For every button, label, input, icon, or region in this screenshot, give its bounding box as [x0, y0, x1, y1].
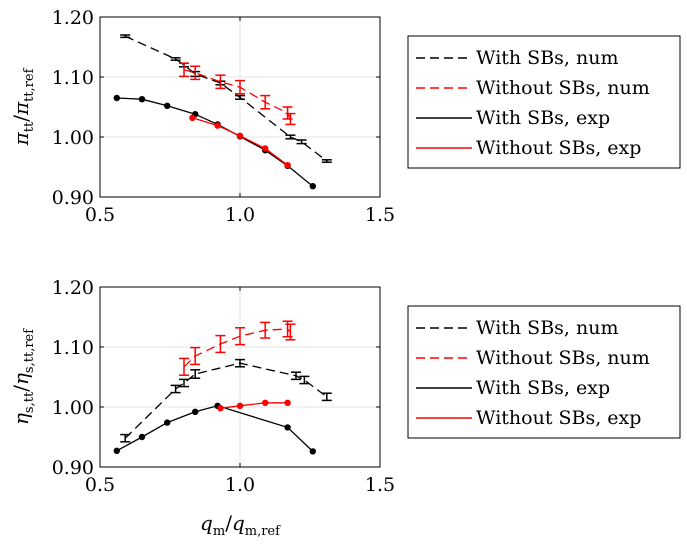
data-point-with-sbs-exp	[113, 447, 121, 454]
series-line-with-sbs-num	[124, 362, 328, 439]
error-bar-without-sbs-num	[260, 321, 271, 339]
x-tick-label: 1.5	[365, 204, 395, 226]
legend-top: With SBs, num Without SBs, num With SBs, e…	[407, 35, 681, 169]
data-point-without-sbs-exp	[284, 399, 291, 406]
x-tick-label: 1.0	[225, 204, 255, 226]
series-line-with-sbs-exp	[116, 405, 314, 452]
series-line-with-sbs-exp	[116, 97, 314, 187]
y-tick-label: 0.90	[52, 457, 94, 479]
error-bar-without-sbs-num	[285, 323, 296, 341]
panel-pressure-ratio: 0.5 1.0 1.5 0.90 1.00 1.10 1.20 πtt/πtt,ref	[9, 7, 395, 226]
error-bar-with-sbs-num	[170, 384, 181, 394]
data-point-without-sbs-exp	[189, 114, 196, 122]
data-point-with-sbs-exp	[113, 94, 121, 102]
error-bar-without-sbs-num	[215, 334, 226, 354]
y-tick-label: 1.10	[52, 337, 94, 359]
data-point-without-sbs-exp	[284, 162, 291, 169]
error-bar-without-sbs-num	[285, 112, 296, 126]
data-point-with-sbs-exp	[309, 448, 316, 455]
data-point-with-sbs-exp	[138, 96, 146, 103]
error-bar-without-sbs-num	[235, 327, 245, 346]
legend-label: With SBs, num	[476, 317, 618, 339]
y-axis-label: ηs,tt/ηs,tt,ref	[9, 328, 37, 425]
data-point-with-sbs-exp	[164, 419, 171, 426]
error-bar-without-sbs-num	[179, 357, 189, 376]
legend-label: With SBs, num	[476, 47, 618, 69]
legend-box	[407, 35, 681, 169]
error-bar-without-sbs-num	[260, 94, 271, 110]
x-tick-label: 0.5	[85, 474, 115, 496]
error-bar-with-sbs-num	[170, 57, 181, 61]
legend-bottom: With SBs, num Without SBs, num With SBs, e…	[407, 305, 681, 439]
error-bar-with-sbs-num	[291, 371, 301, 381]
series-line-without-sbs-exp	[220, 402, 288, 409]
data-point-without-sbs-exp	[262, 399, 269, 406]
error-bar-with-sbs-num	[190, 369, 201, 379]
data-point-without-sbs-exp	[262, 145, 269, 152]
error-bar-without-sbs-num	[215, 74, 226, 90]
data-point-with-sbs-exp	[309, 183, 316, 190]
legend-label: Without SBs, exp	[476, 137, 641, 159]
legend-box	[407, 305, 681, 439]
y-tick-label: 1.00	[52, 127, 94, 149]
data-point-without-sbs-exp	[214, 122, 221, 129]
y-tick-label: 1.20	[52, 277, 94, 299]
error-bar-with-sbs-num	[296, 139, 307, 145]
error-bar-with-sbs-num	[120, 433, 131, 443]
series-line-with-sbs-num	[124, 35, 328, 162]
data-point-without-sbs-exp	[217, 405, 224, 412]
error-bar-with-sbs-num	[321, 159, 332, 163]
error-bar-with-sbs-num	[285, 134, 296, 140]
data-point-with-sbs-exp	[164, 102, 171, 110]
data-point-with-sbs-exp	[138, 433, 146, 441]
y-tick-label: 1.20	[52, 7, 94, 29]
data-point-without-sbs-exp	[236, 132, 244, 139]
error-bar-with-sbs-num	[299, 375, 310, 385]
legend-label: With SBs, exp	[476, 377, 610, 399]
y-tick-label: 0.90	[52, 187, 94, 209]
legend-label: With SBs, exp	[476, 107, 610, 129]
error-bar-with-sbs-num	[120, 34, 131, 39]
error-bar-with-sbs-num	[321, 392, 332, 402]
data-point-with-sbs-exp	[284, 424, 291, 431]
data-point-with-sbs-exp	[192, 408, 199, 415]
x-axis-label: qm/qm,ref	[200, 511, 281, 539]
error-bar-with-sbs-num	[179, 378, 189, 388]
legend-label: Without SBs, num	[476, 347, 650, 369]
legend-label: Without SBs, num	[476, 77, 650, 99]
error-bar-without-sbs-num	[179, 62, 189, 78]
y-axis-label: πtt/πtt,ref	[9, 67, 37, 146]
error-bar-without-sbs-num	[190, 65, 201, 81]
error-bar-without-sbs-num	[235, 79, 245, 95]
legend-label: Without SBs, exp	[476, 407, 641, 429]
panel-efficiency: 0.5 1.0 1.5 0.90 1.00 1.10 1.20 ηs,tt/ηs,tt,re…	[9, 277, 395, 539]
y-tick-label: 1.00	[52, 397, 94, 419]
error-bar-with-sbs-num	[235, 94, 245, 100]
x-tick-label: 0.5	[85, 204, 115, 226]
data-point-without-sbs-exp	[236, 402, 244, 409]
y-tick-label: 1.10	[52, 67, 94, 89]
x-tick-label: 1.5	[365, 474, 395, 496]
error-bar-without-sbs-num	[190, 346, 201, 366]
x-tick-label: 1.0	[225, 474, 255, 496]
error-bar-with-sbs-num	[235, 358, 245, 368]
